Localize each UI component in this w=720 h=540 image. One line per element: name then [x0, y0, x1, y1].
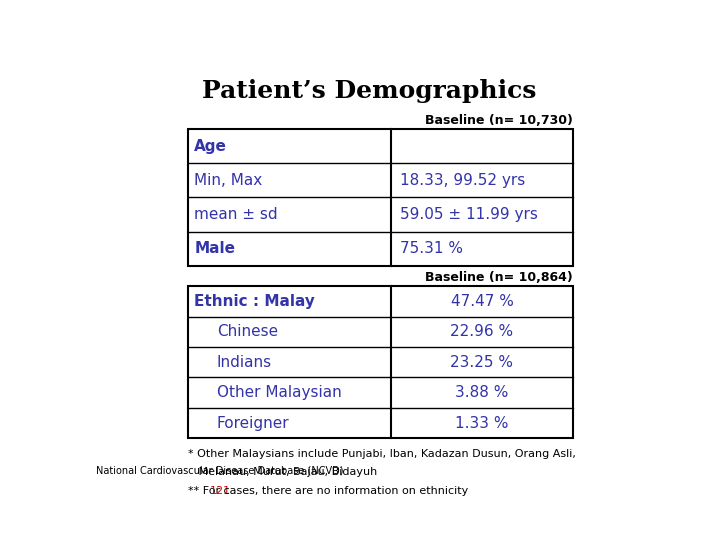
Text: Chinese: Chinese — [217, 325, 278, 340]
Text: 75.31 %: 75.31 % — [400, 241, 463, 256]
Text: cases, there are no information on ethnicity: cases, there are no information on ethni… — [220, 486, 468, 496]
Text: 22.96 %: 22.96 % — [451, 325, 513, 340]
Text: Baseline (n= 10,864): Baseline (n= 10,864) — [425, 271, 572, 285]
Text: Patient’s Demographics: Patient’s Demographics — [202, 79, 536, 103]
Text: National Cardiovascular Disease Database (NCVD): National Cardiovascular Disease Database… — [96, 465, 343, 476]
Text: * Other Malaysians include Punjabi, Iban, Kadazan Dusun, Orang Asli,: * Other Malaysians include Punjabi, Iban… — [188, 449, 575, 458]
Text: Other Malaysian: Other Malaysian — [217, 385, 341, 400]
Text: ** For: ** For — [188, 486, 223, 496]
Text: Baseline (n= 10,730): Baseline (n= 10,730) — [425, 114, 572, 127]
Text: 121: 121 — [210, 486, 231, 496]
Text: 23.25 %: 23.25 % — [451, 355, 513, 370]
Bar — [188, 286, 572, 438]
Text: Indians: Indians — [217, 355, 271, 370]
Text: 18.33, 99.52 yrs: 18.33, 99.52 yrs — [400, 173, 525, 188]
Text: Ethnic : Malay: Ethnic : Malay — [194, 294, 315, 309]
Text: Age: Age — [194, 139, 228, 154]
Text: 1.33 %: 1.33 % — [455, 415, 509, 430]
Text: mean ± sd: mean ± sd — [194, 207, 278, 222]
Bar — [188, 129, 572, 266]
Text: 3.88 %: 3.88 % — [455, 385, 509, 400]
Text: Melanau, Murut, Bajau, Bidayuh: Melanau, Murut, Bajau, Bidayuh — [188, 467, 377, 477]
Text: Foreigner: Foreigner — [217, 415, 289, 430]
Text: 59.05 ± 11.99 yrs: 59.05 ± 11.99 yrs — [400, 207, 538, 222]
Text: 47.47 %: 47.47 % — [451, 294, 513, 309]
Text: Min, Max: Min, Max — [194, 173, 263, 188]
Text: Male: Male — [194, 241, 235, 256]
